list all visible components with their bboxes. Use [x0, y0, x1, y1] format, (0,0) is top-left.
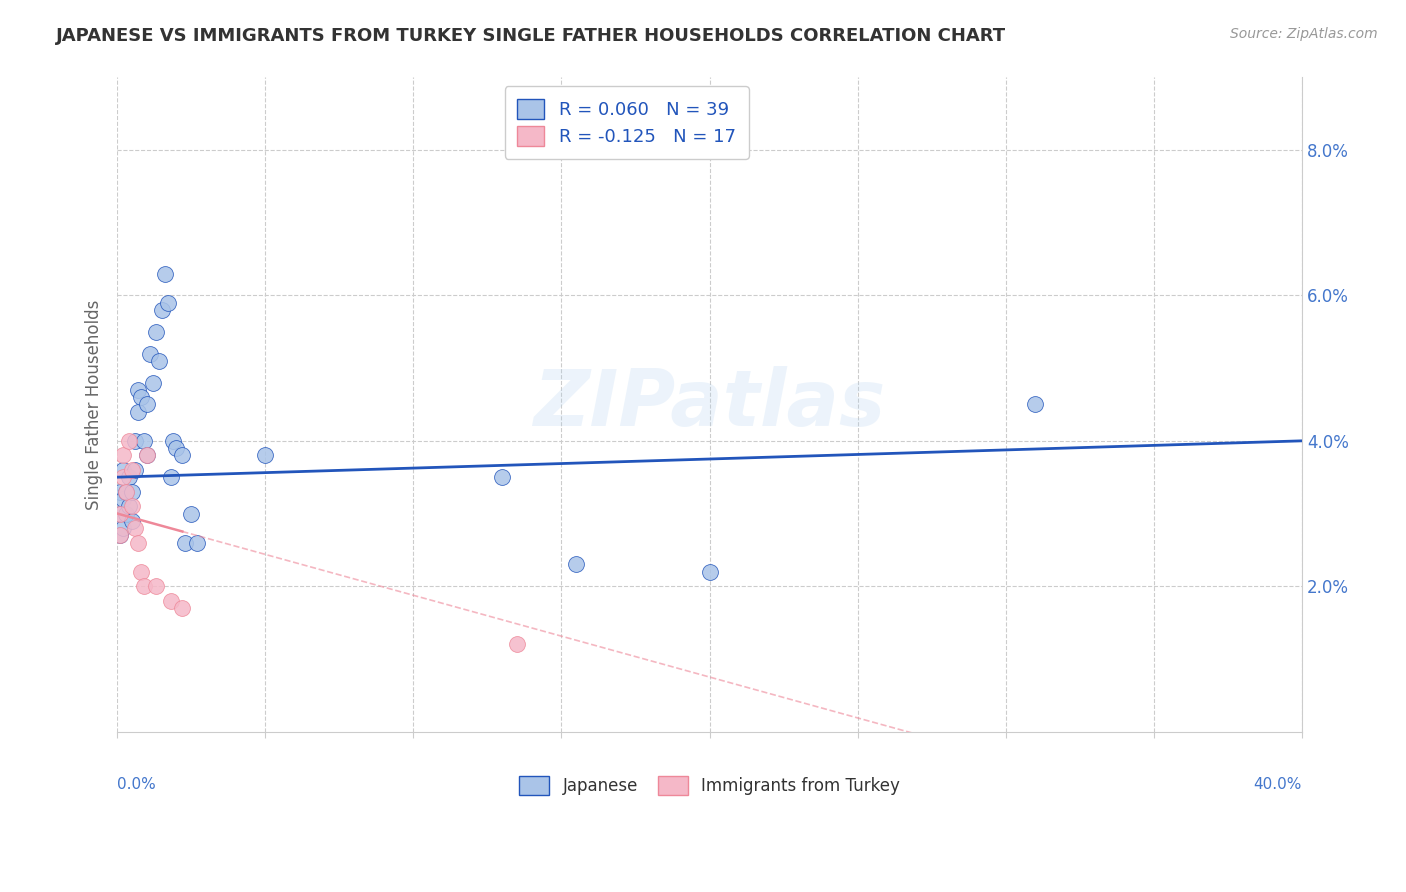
- Point: [118, 434, 141, 448]
- Point: [153, 267, 176, 281]
- Point: [108, 528, 131, 542]
- Point: [108, 507, 131, 521]
- Point: [699, 565, 721, 579]
- Point: [118, 500, 141, 514]
- Point: [112, 521, 135, 535]
- Point: [108, 528, 131, 542]
- Point: [159, 470, 181, 484]
- Point: [132, 579, 155, 593]
- Point: [254, 449, 277, 463]
- Point: [1024, 397, 1046, 411]
- Text: 40.0%: 40.0%: [1254, 777, 1302, 792]
- Point: [186, 535, 208, 549]
- Point: [118, 470, 141, 484]
- Point: [124, 463, 146, 477]
- Point: [127, 383, 149, 397]
- Point: [565, 558, 588, 572]
- Point: [112, 463, 135, 477]
- Point: [150, 303, 173, 318]
- Point: [135, 449, 157, 463]
- Point: [148, 354, 170, 368]
- Point: [132, 434, 155, 448]
- Point: [121, 514, 143, 528]
- Point: [135, 449, 157, 463]
- Point: [135, 397, 157, 411]
- Point: [506, 637, 529, 651]
- Point: [127, 405, 149, 419]
- Point: [115, 507, 138, 521]
- Point: [129, 565, 152, 579]
- Y-axis label: Single Father Households: Single Father Households: [86, 300, 103, 509]
- Text: JAPANESE VS IMMIGRANTS FROM TURKEY SINGLE FATHER HOUSEHOLDS CORRELATION CHART: JAPANESE VS IMMIGRANTS FROM TURKEY SINGL…: [56, 27, 1007, 45]
- Point: [180, 507, 202, 521]
- Point: [108, 484, 131, 499]
- Point: [121, 500, 143, 514]
- Point: [162, 434, 184, 448]
- Point: [112, 449, 135, 463]
- Point: [491, 470, 513, 484]
- Point: [121, 463, 143, 477]
- Point: [124, 434, 146, 448]
- Point: [121, 484, 143, 499]
- Point: [172, 449, 194, 463]
- Point: [145, 325, 167, 339]
- Point: [145, 579, 167, 593]
- Legend: Japanese, Immigrants from Turkey: Japanese, Immigrants from Turkey: [512, 770, 907, 802]
- Point: [139, 346, 162, 360]
- Point: [142, 376, 165, 390]
- Point: [159, 593, 181, 607]
- Point: [112, 491, 135, 506]
- Point: [127, 535, 149, 549]
- Text: Source: ZipAtlas.com: Source: ZipAtlas.com: [1230, 27, 1378, 41]
- Point: [124, 521, 146, 535]
- Point: [115, 484, 138, 499]
- Text: 0.0%: 0.0%: [117, 777, 156, 792]
- Point: [156, 295, 179, 310]
- Point: [108, 507, 131, 521]
- Point: [165, 441, 187, 455]
- Point: [174, 535, 197, 549]
- Point: [112, 470, 135, 484]
- Text: ZIPatlas: ZIPatlas: [533, 367, 886, 442]
- Point: [115, 484, 138, 499]
- Point: [172, 601, 194, 615]
- Point: [129, 390, 152, 404]
